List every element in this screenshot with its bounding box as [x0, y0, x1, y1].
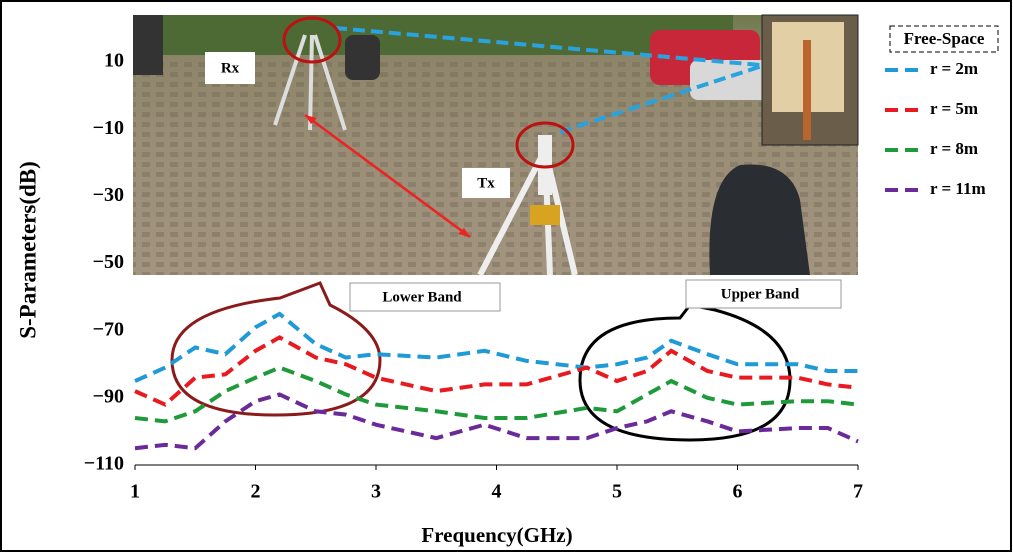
y-tick-label: −50 [93, 251, 124, 273]
x-tick-label: 5 [612, 481, 622, 503]
annotation: Upper Band [721, 286, 800, 302]
y-tick-label: −70 [93, 318, 124, 340]
legend-label: r = 5m [930, 99, 978, 118]
legend-label: r = 11m [930, 179, 986, 198]
legend-label: r = 2m [930, 59, 978, 78]
x-tick-label: 6 [733, 481, 743, 503]
x-tick-label: 2 [251, 481, 261, 503]
x-tick-label: 4 [492, 481, 502, 503]
page: {"chart_data": {"type": "line", "xlabel"… [0, 0, 1013, 553]
annotation: Rx [221, 60, 240, 76]
chart: Rx Tx Lower Band Upper Band Frequency(GH… [0, 0, 1013, 553]
x-tick-label: 7 [853, 481, 863, 503]
x-tick-label: 1 [130, 481, 140, 503]
legend-title: Free-Space [904, 29, 985, 48]
y-tick-label: −30 [93, 184, 124, 206]
x-axis-label: Frequency(GHz) [421, 523, 572, 547]
annotation: Lower Band [382, 289, 462, 305]
legend-label: r = 8m [930, 139, 978, 158]
y-axis-label: S-Parameters(dB) [15, 161, 40, 339]
y-tick-label: 10 [104, 50, 124, 72]
y-tick-label: −110 [84, 453, 124, 475]
x-tick-label: 3 [371, 481, 381, 503]
y-tick-label: −90 [93, 385, 124, 407]
y-tick-label: −10 [93, 117, 124, 139]
annotation: Tx [477, 175, 495, 191]
